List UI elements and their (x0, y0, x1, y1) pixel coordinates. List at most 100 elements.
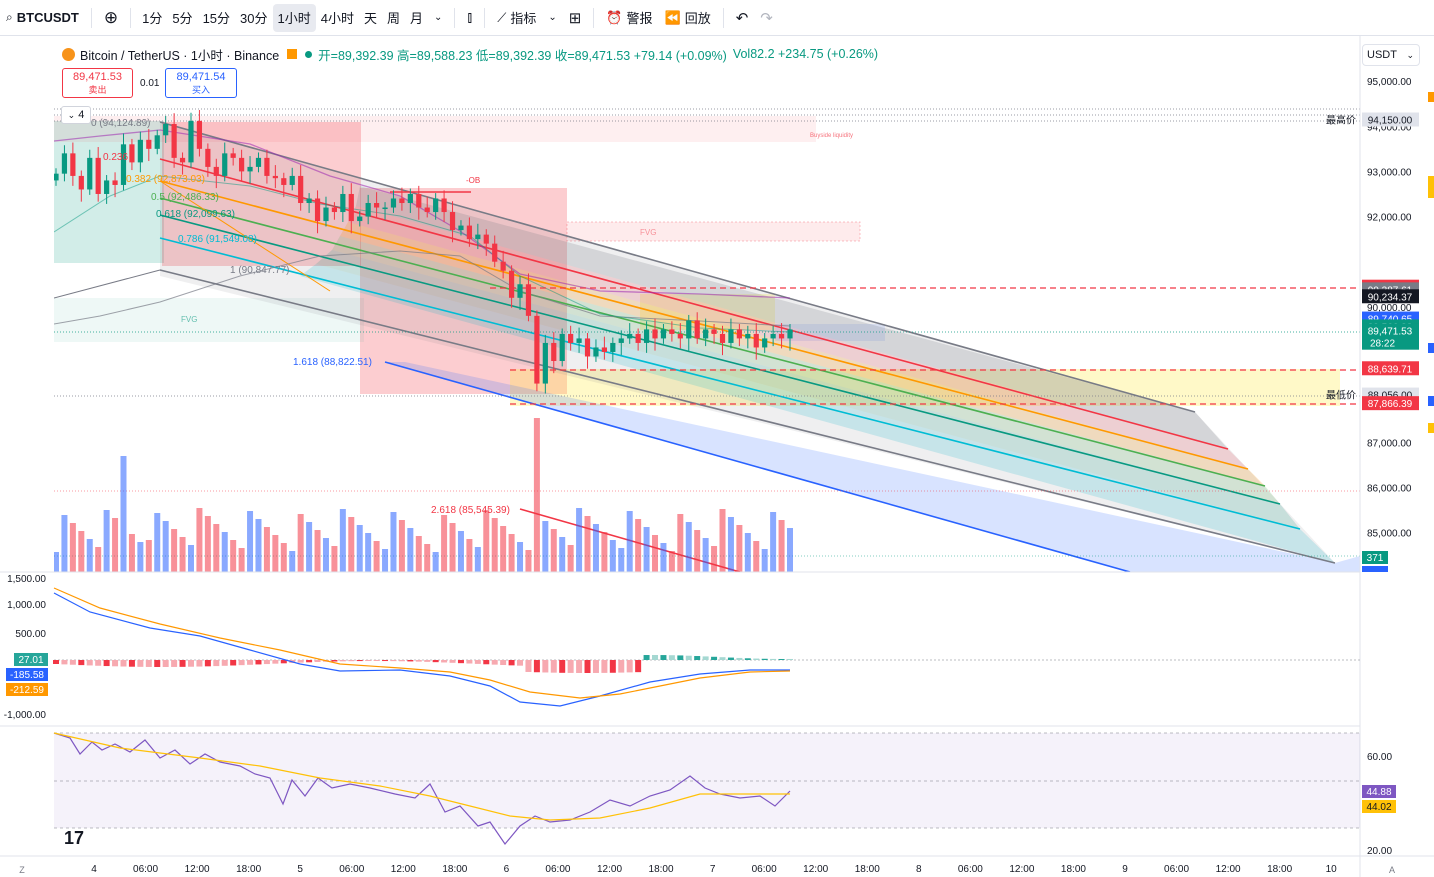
timeframe-8[interactable]: 月 (410, 11, 424, 26)
timeframe-6[interactable]: 天 (363, 11, 377, 26)
macd-line-value-text: -185.58 (10, 670, 44, 681)
replay-button[interactable]: ⏪ 回放 (659, 4, 717, 32)
currency-select[interactable]: USDT ⌄ (1362, 44, 1420, 66)
price-scale[interactable]: 95,000.00 94,000.00 93,000.00 92,000.00 90,0… (1367, 77, 1412, 539)
buyside-label: Buyside liquidity (810, 133, 853, 139)
macd-hist-bar (584, 660, 591, 673)
undo-button[interactable]: ↶ (730, 4, 755, 32)
candle-body (745, 333, 751, 339)
alert-button[interactable]: ⏰ 警报 (600, 4, 658, 32)
yellow-zone (510, 369, 1340, 406)
timeframe-2[interactable]: 15分 (202, 11, 231, 26)
time-tick: 06:00 (752, 864, 777, 875)
fib-band-blue (385, 362, 1360, 572)
add-symbol-button[interactable]: ⊕ (98, 4, 124, 32)
candle-body (306, 198, 312, 204)
zoom-z-icon[interactable]: Z (19, 865, 25, 875)
candle-body (576, 338, 582, 343)
volume-bar (727, 517, 734, 572)
volume-bar (390, 512, 397, 572)
price-label: 87,866.39 (1368, 399, 1413, 410)
volume-bar (331, 546, 338, 572)
candle-body (433, 198, 439, 213)
sell-button[interactable]: 89,471.53 卖出 (62, 68, 133, 98)
rsi-ma-tag (1362, 800, 1396, 813)
time-tick: 7 (710, 864, 716, 875)
time-tick: 06:00 (1164, 864, 1189, 875)
blue-zone (775, 324, 885, 341)
volume-bar (685, 522, 692, 572)
fan-line-0382 (159, 180, 1249, 470)
chevron-down-icon: ⌄ (67, 109, 76, 120)
macd-hist-bar (559, 660, 566, 673)
macd-hist-bar (306, 660, 313, 663)
timeframe-dropdown[interactable]: ⌄ (428, 4, 448, 32)
volume-bar (137, 542, 144, 572)
candle-body (87, 157, 93, 190)
legend-title[interactable]: Bitcoin / TetherUS · 1小时 · Binance (80, 48, 280, 63)
ma-gray (54, 250, 791, 327)
macd-hist-bar (483, 660, 490, 665)
price-tick: 85,000.00 (1367, 529, 1412, 540)
volume-bar (263, 527, 270, 572)
volume-bar (213, 524, 220, 572)
timeframe-4[interactable]: 1小时 (272, 3, 316, 32)
volume-bar (719, 509, 726, 572)
price-tick: 95,000.00 (1367, 77, 1412, 88)
chevron-down-icon: ⌄ (434, 12, 443, 23)
fib-band-cyan (300, 264, 1335, 563)
macd-hist-bar (112, 660, 119, 667)
volume-bar (365, 533, 372, 572)
chart-canvas[interactable]: 0 (94,124.89) 0.236 0.382 (92,873.03) 0.… (0, 36, 1434, 877)
volume-bar (618, 548, 625, 572)
volume-bar (95, 547, 102, 572)
low-tag: 最低价 (1326, 389, 1356, 402)
macd-hist-bar (500, 660, 507, 666)
time-axis[interactable]: 4 06:00 12:00 18:00 5 06:00 12:00 18:00 6 06:00 12… (91, 864, 1337, 875)
candle-body (298, 175, 304, 204)
fib-label-2618: 2.618 (85,545.39) (431, 505, 510, 516)
timeframe-7[interactable]: 周 (386, 11, 400, 26)
redo-button[interactable]: ↷ (754, 4, 779, 32)
fvg-zone-left (54, 298, 364, 342)
time-tick: 12:00 (803, 864, 828, 875)
buy-label: 买入 (191, 85, 210, 95)
macd-hist-bar (365, 660, 372, 662)
indicators-dropdown[interactable]: ⌄ (542, 4, 562, 32)
time-tick: 5 (297, 864, 303, 875)
time-tick: 06:00 (133, 864, 158, 875)
redo-icon: ↷ (760, 9, 773, 27)
candle-body (390, 198, 397, 208)
indicators-button[interactable]: ⟋ 指标 (491, 4, 542, 32)
macd-hist-bar (297, 660, 304, 663)
fib-label-0: 0 (94,124.89) (91, 118, 151, 129)
volume-bar (584, 516, 591, 572)
volume-bar (103, 510, 110, 572)
volume-bar (483, 510, 490, 572)
legend-ohlc: 开=89,392.39 高=89,588.23 低=89,392.39 收=89… (318, 48, 727, 63)
layouts-button[interactable]: ⊞ (563, 4, 588, 32)
chart-type-button[interactable]: ⫾ (461, 4, 478, 32)
symbol-search[interactable]: ⌕ BTCUSDT (0, 4, 85, 32)
volume-bar (474, 547, 481, 572)
timeframe-3[interactable]: 30分 (240, 11, 268, 26)
macd-hist-bar (668, 655, 675, 660)
macd-hist-bar (550, 660, 557, 673)
collapse-indicators-button[interactable]: ⌄ 4 (61, 106, 91, 124)
candle-body (264, 157, 270, 176)
macd-hist-bar (61, 660, 68, 665)
timeframe-1[interactable]: 5分 (172, 11, 193, 26)
candle-body (593, 347, 599, 357)
volume-bar (120, 456, 127, 572)
timeframe-0[interactable]: 1分 (142, 11, 163, 26)
buy-button[interactable]: 89,471.54 买入 (165, 68, 237, 98)
candle-body (239, 157, 245, 172)
macd-hist-bar (331, 660, 338, 662)
side-marker (1428, 396, 1434, 406)
divider (593, 7, 595, 28)
timeframe-5[interactable]: 4小时 (320, 11, 354, 26)
candle-body (222, 153, 228, 176)
volume-bar (609, 540, 616, 572)
auto-scale-icon[interactable]: A (1389, 865, 1395, 875)
volume-bar (162, 521, 169, 572)
